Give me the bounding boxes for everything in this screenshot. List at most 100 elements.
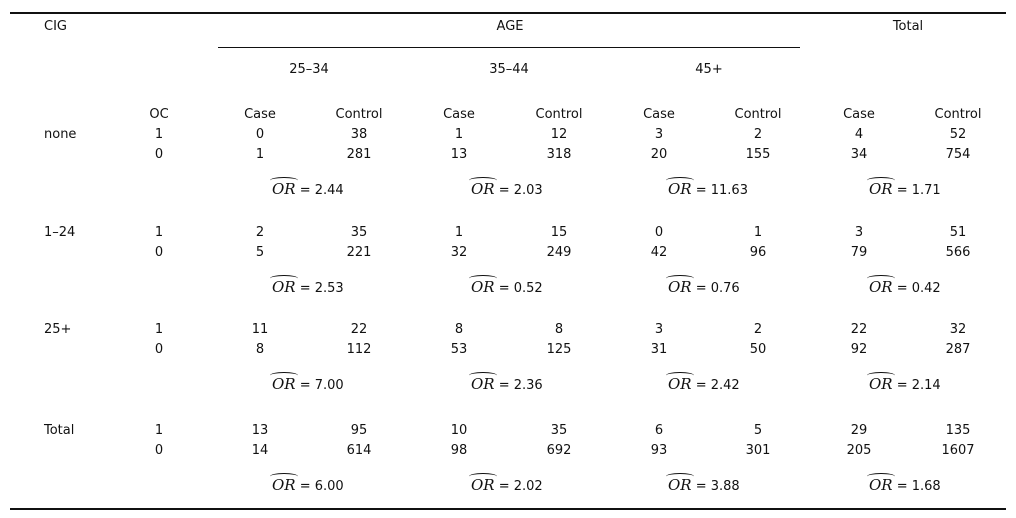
case-count-35-44: 13	[450, 147, 468, 162]
bottom-rule	[10, 508, 1006, 510]
oc-header: OC	[149, 107, 169, 122]
case-count-45plus: 31	[650, 342, 668, 357]
odds-ratio-value: = 2.42	[695, 378, 740, 393]
odds-ratio-symbol: OR	[666, 275, 694, 296]
oc-value: 1	[154, 423, 164, 438]
control-count-25-34: 614	[346, 443, 372, 458]
case-count-25-34: 1	[255, 147, 265, 162]
odds-ratio-25-34: OR = 2.53	[270, 275, 344, 297]
odds-ratio-25-34: OR = 6.00	[270, 473, 344, 495]
odds-ratio-35-44: OR = 2.02	[469, 473, 543, 495]
odds-ratio-45plus: OR = 0.76	[666, 275, 740, 297]
cig-header: CIG	[44, 19, 67, 34]
odds-ratio-35-44: OR = 0.52	[469, 275, 543, 297]
odds-ratio-value: = 2.03	[498, 183, 543, 198]
oc-value: 0	[154, 443, 164, 458]
control-count-total: 287	[945, 342, 971, 357]
odds-ratio-45plus: OR = 11.63	[666, 177, 748, 199]
control-count-25-34: 95	[350, 423, 368, 438]
odds-ratio-35-44: OR = 2.36	[469, 372, 543, 394]
odds-ratio-symbol: OR	[867, 275, 895, 296]
top-rule	[10, 12, 1006, 14]
odds-ratio-value: = 2.44	[299, 183, 344, 198]
control-count-25-34: 38	[350, 127, 368, 142]
case-count-total: 92	[850, 342, 868, 357]
case-count-25-34: 8	[255, 342, 265, 357]
odds-ratio-symbol: OR	[867, 372, 895, 393]
control-count-45plus: 1	[753, 225, 763, 240]
control-count-45plus: 50	[749, 342, 767, 357]
odds-ratio-45plus: OR = 2.42	[666, 372, 740, 394]
case-count-35-44: 98	[450, 443, 468, 458]
control-count-45plus: 96	[749, 245, 767, 260]
odds-ratio-35-44: OR = 2.03	[469, 177, 543, 199]
odds-ratio-symbol: OR	[867, 177, 895, 198]
odds-ratio-symbol: OR	[666, 473, 694, 494]
case-count-35-44: 32	[450, 245, 468, 260]
case-count-25-34: 2	[255, 225, 265, 240]
case-count-35-44: 10	[450, 423, 468, 438]
odds-ratio-value: = 2.02	[498, 479, 543, 494]
oc-value: 1	[154, 322, 164, 337]
odds-ratio-value: = 7.00	[299, 378, 344, 393]
control-count-total: 566	[945, 245, 971, 260]
control-count-25-34: 22	[350, 322, 368, 337]
control-count-total: 754	[945, 147, 971, 162]
odds-ratio-symbol: OR	[867, 473, 895, 494]
case-count-35-44: 53	[450, 342, 468, 357]
age-rule	[218, 47, 800, 48]
case-count-25-34: 5	[255, 245, 265, 260]
oc-value: 1	[154, 225, 164, 240]
total-header: Total	[892, 19, 924, 34]
control-header-35-44: Control	[535, 107, 583, 122]
odds-ratio-value: = 1.68	[896, 479, 941, 494]
odds-ratio-symbol: OR	[270, 177, 298, 198]
odds-ratio-value: = 0.52	[498, 281, 543, 296]
case-count-45plus: 93	[650, 443, 668, 458]
case-count-45plus: 0	[654, 225, 664, 240]
case-count-total: 205	[846, 443, 872, 458]
odds-ratio-symbol: OR	[666, 177, 694, 198]
age-group-45plus: 45+	[695, 62, 723, 77]
control-count-45plus: 2	[753, 127, 763, 142]
odds-ratio-symbol: OR	[469, 275, 497, 296]
oc-value: 0	[154, 147, 164, 162]
odds-ratio-total: OR = 1.71	[867, 177, 941, 199]
odds-ratio-symbol: OR	[270, 473, 298, 494]
control-count-35-44: 692	[546, 443, 572, 458]
odds-ratio-symbol: OR	[270, 275, 298, 296]
odds-ratio-total: OR = 2.14	[867, 372, 941, 394]
case-header-45plus: Case	[643, 107, 675, 122]
odds-ratio-value: = 2.36	[498, 378, 543, 393]
odds-ratio-symbol: OR	[666, 372, 694, 393]
odds-ratio-value: = 2.53	[299, 281, 344, 296]
case-count-35-44: 1	[454, 127, 464, 142]
case-count-total: 29	[850, 423, 868, 438]
odds-ratio-total: OR = 1.68	[867, 473, 941, 495]
control-header-25-34: Control	[335, 107, 383, 122]
control-count-total: 135	[945, 423, 971, 438]
control-count-25-34: 221	[346, 245, 372, 260]
oc-value: 0	[154, 342, 164, 357]
case-count-25-34: 13	[251, 423, 269, 438]
case-count-total: 34	[850, 147, 868, 162]
odds-ratio-25-34: OR = 7.00	[270, 372, 344, 394]
odds-ratio-symbol: OR	[270, 372, 298, 393]
control-count-35-44: 249	[546, 245, 572, 260]
control-header-total: Control	[934, 107, 982, 122]
case-count-25-34: 0	[255, 127, 265, 142]
cig-level-label: Total	[44, 423, 75, 438]
age-group-25-34: 25–34	[289, 62, 329, 77]
odds-ratio-value: = 6.00	[299, 479, 344, 494]
case-header-25-34: Case	[244, 107, 276, 122]
control-count-total: 32	[949, 322, 967, 337]
odds-ratio-25-34: OR = 2.44	[270, 177, 344, 199]
case-count-total: 79	[850, 245, 868, 260]
oc-value: 0	[154, 245, 164, 260]
control-count-35-44: 318	[546, 147, 572, 162]
case-count-total: 4	[854, 127, 864, 142]
case-count-25-34: 14	[251, 443, 269, 458]
odds-ratio-value: = 2.14	[896, 378, 941, 393]
case-count-45plus: 6	[654, 423, 664, 438]
